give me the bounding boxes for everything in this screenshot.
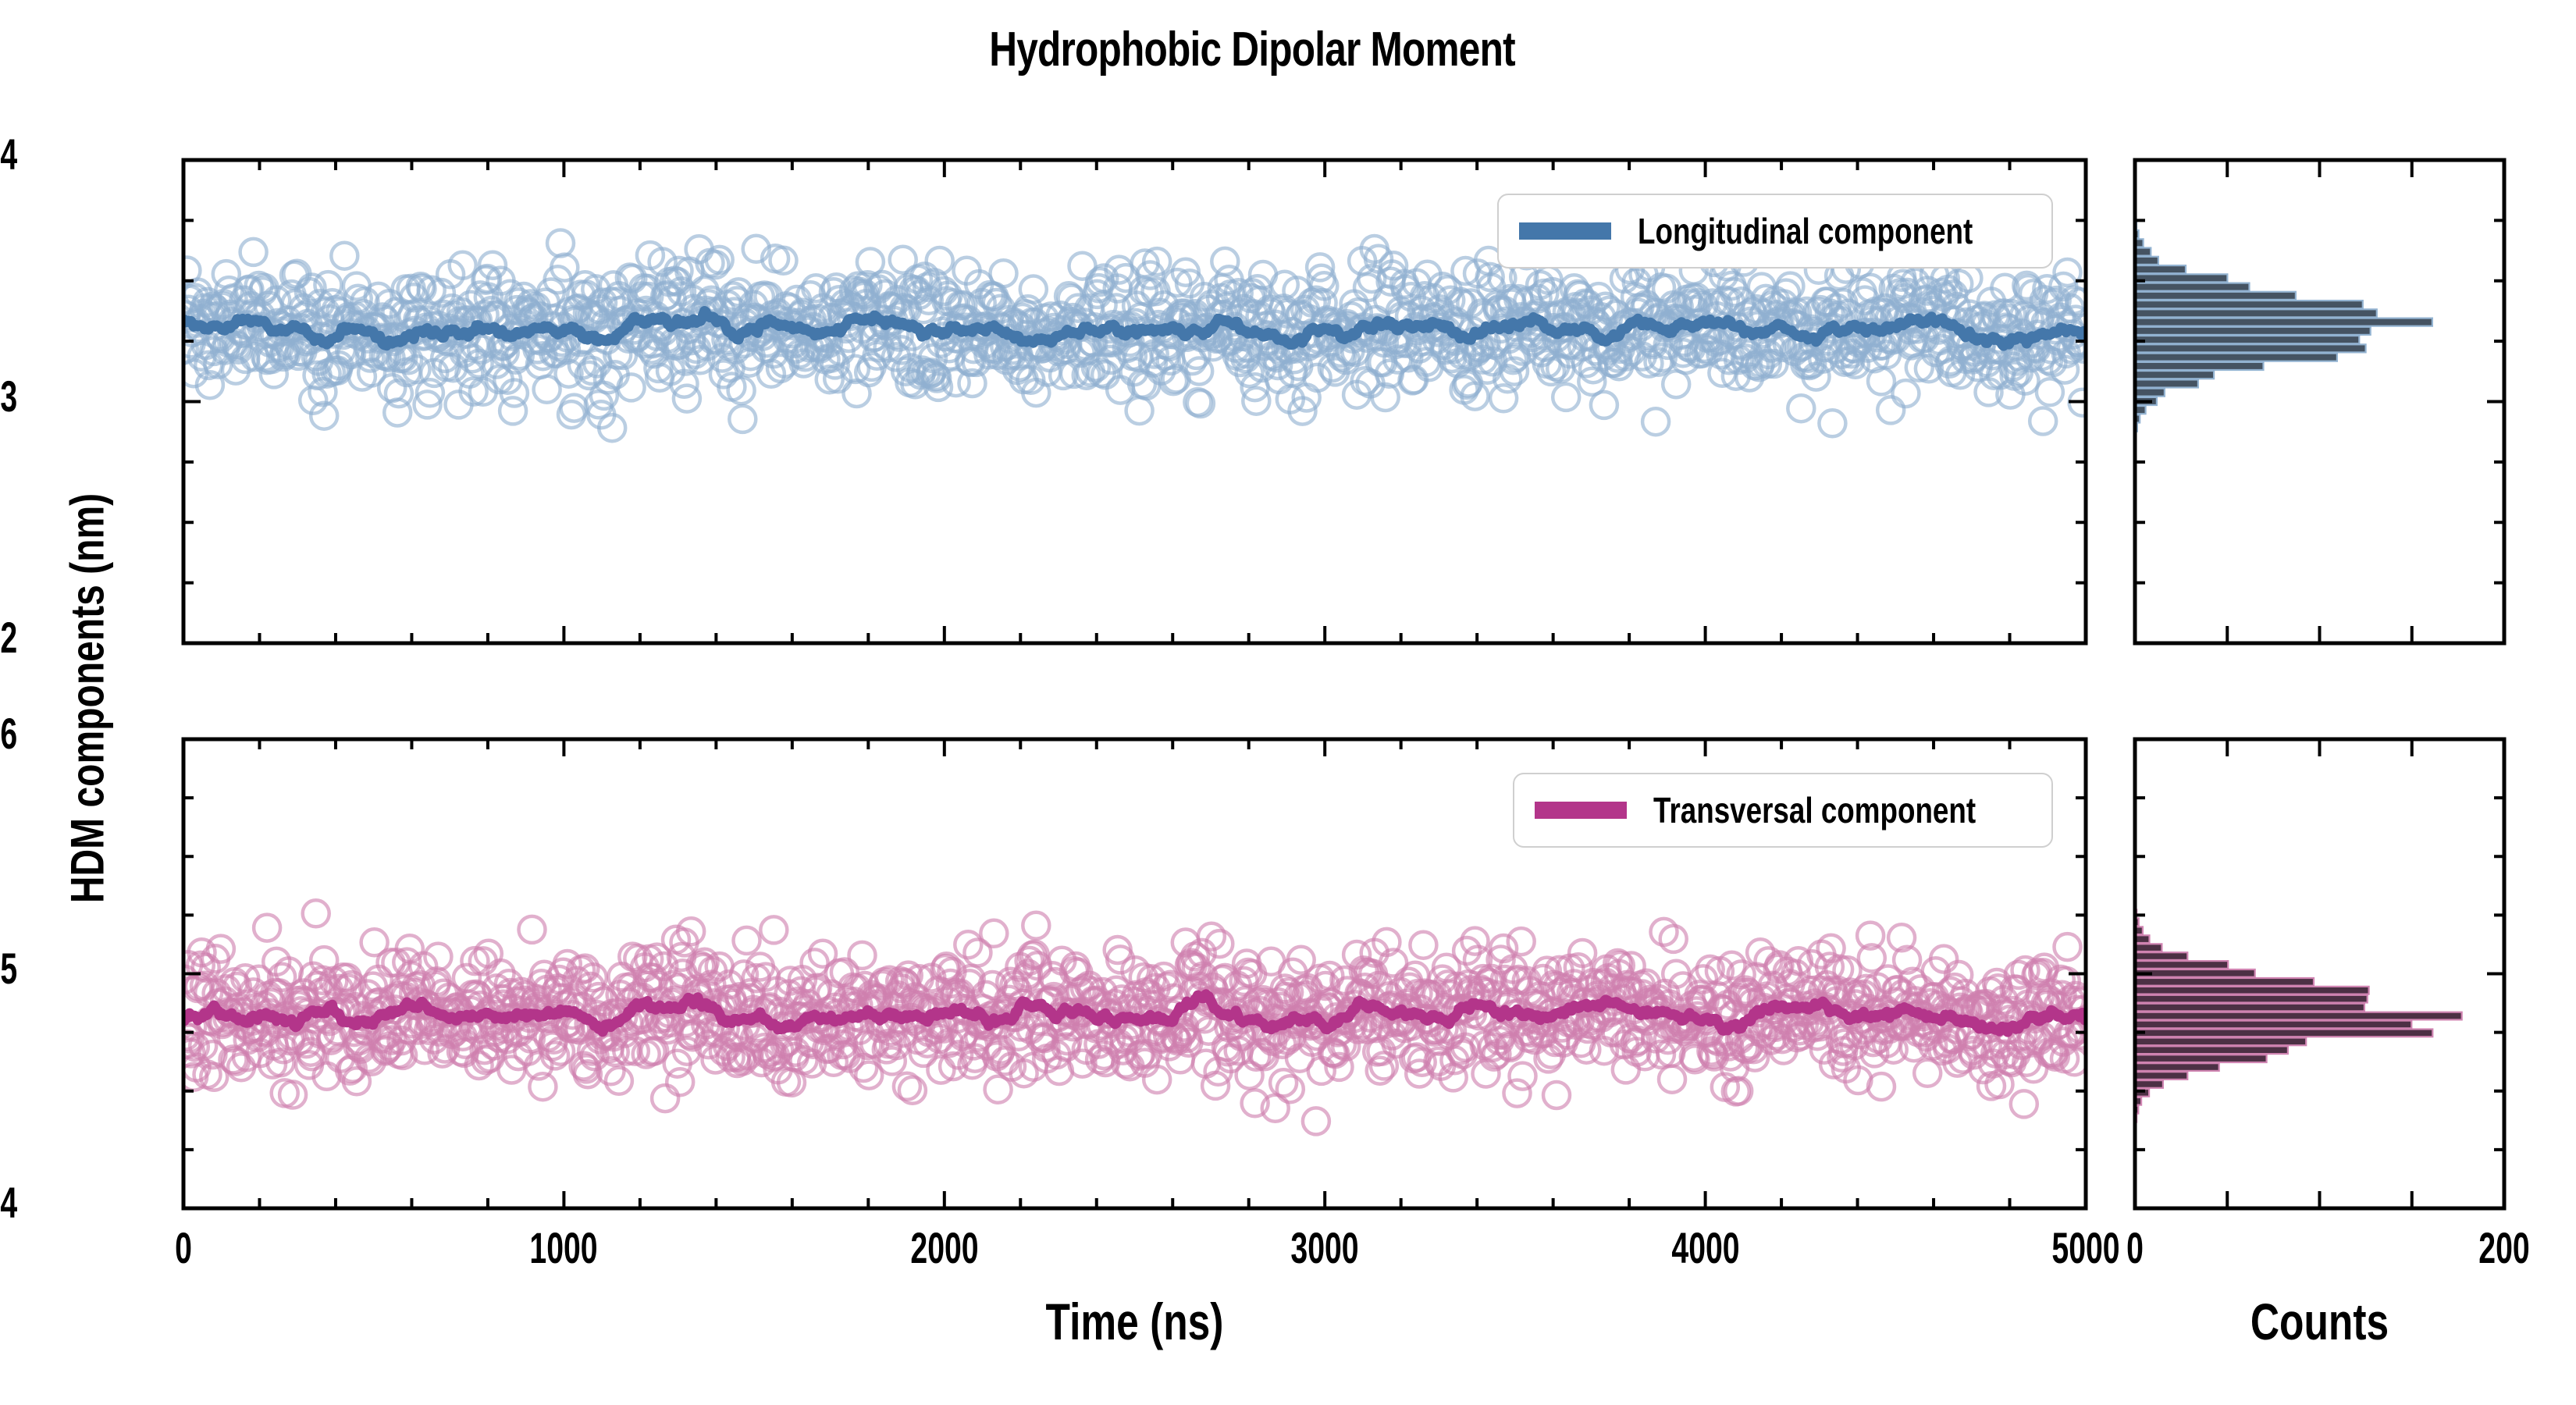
y-axis-title: HDM components (nm) [61,493,114,904]
y-tick-label: 5 [0,943,18,993]
legend-color-swatch-transversal [1535,802,1627,819]
histogram-x-axis-title: Counts [2250,1293,2389,1350]
x-tick-label: 4000 [1670,1223,1740,1272]
x-tick-label: 1000 [529,1223,598,1272]
x-tick-label: 2000 [910,1223,979,1272]
y-tick-label: 3 [0,371,18,421]
y-tick-label: 4 [0,130,18,179]
y-tick-label: 4 [0,1178,18,1227]
y-tick-label: 6 [0,709,18,758]
y-tick-label: 2 [0,613,18,662]
legend-label-longitudinal: Longitudinal component [1638,211,1973,251]
histogram-x-tick-label: 200 [2478,1223,2530,1272]
x-tick-label: 5000 [2051,1223,2120,1272]
legend-transversal[interactable]: Transversal component [1513,773,2053,848]
legend-longitudinal[interactable]: Longitudinal component [1497,194,2053,269]
legend-color-swatch-longitudinal [1519,222,1611,240]
x-tick-label: 3000 [1290,1223,1359,1272]
x-tick-label: 0 [175,1223,192,1272]
page-title: Hydrophobic Dipolar Moment [989,23,1515,76]
histogram-x-tick-label: 0 [2126,1223,2144,1272]
legend-label-transversal: Transversal component [1653,790,1976,831]
x-axis-title: Time (ns) [1045,1293,1224,1350]
